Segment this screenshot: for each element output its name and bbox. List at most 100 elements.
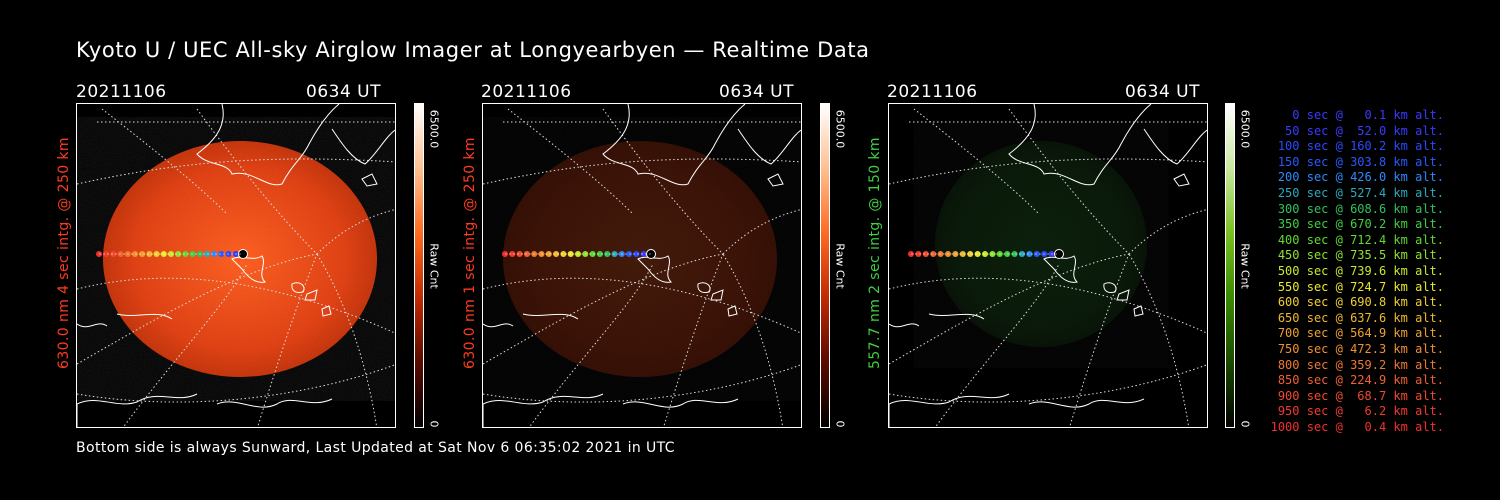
trajectory-point	[589, 251, 596, 257]
trajectory-point	[103, 251, 110, 257]
trajectory-legend: 0 sec @ 0.1 km alt. 50 sec @ 52.0 km alt.…	[1268, 108, 1444, 435]
panel-1-sky-image	[76, 103, 396, 428]
coastline	[928, 313, 985, 320]
graticule-line	[889, 364, 1207, 403]
graticule-line	[316, 253, 378, 427]
coastline	[767, 173, 784, 187]
trajectory-point	[1026, 251, 1033, 257]
trajectory-point	[959, 251, 966, 257]
legend-row: 300 sec @ 608.6 km alt.	[1277, 201, 1444, 216]
panel-2-cbar-max: 6500.0	[833, 109, 847, 149]
panel-3-date: 20211106	[887, 82, 978, 102]
trajectory-point	[974, 251, 981, 257]
panel-1-cbar-min: 0	[427, 420, 441, 428]
graticule-line	[889, 277, 1207, 334]
trajectory-point	[182, 251, 189, 257]
footer-status: Bottom side is always Sunward, Last Upda…	[76, 440, 675, 456]
trajectory-point	[967, 251, 974, 257]
graticule-line	[528, 263, 654, 427]
graticule-line	[316, 209, 395, 255]
legend-row: 100 sec @ 160.2 km alt.	[1277, 139, 1444, 154]
graticule-line	[889, 158, 1207, 185]
coastline	[602, 104, 746, 186]
coastline	[77, 323, 108, 328]
panel-2-colorbar	[820, 103, 830, 428]
trajectory-point	[560, 251, 567, 257]
graticule-line	[483, 364, 801, 403]
trajectory-point	[1011, 251, 1018, 257]
coastline	[889, 393, 1010, 405]
coastline	[331, 128, 395, 165]
legend-row: 500 sec @ 739.6 km alt.	[1277, 263, 1444, 278]
trajectory-point	[922, 251, 929, 257]
trajectory-point	[596, 251, 603, 257]
coastline	[216, 398, 333, 408]
trajectory-point	[110, 251, 117, 257]
graticule-line	[1128, 209, 1207, 255]
graticule-line	[483, 253, 724, 365]
coastline	[622, 398, 739, 408]
panel-3-time: 0634 UT	[1125, 82, 1200, 102]
trajectory-point	[211, 251, 218, 257]
graticule-line	[483, 277, 801, 334]
coastline	[697, 282, 711, 293]
panel-3-cbar-max: 6500.0	[1238, 109, 1252, 149]
panel-1-ylabel: 630.0 nm 4 sec intg. @ 250 km	[56, 137, 72, 369]
panel-3-sky-image	[888, 103, 1208, 428]
coastline	[710, 289, 724, 301]
airglow-noise	[935, 141, 1147, 347]
graticule-line	[913, 108, 1040, 215]
graticule-line	[483, 158, 801, 185]
graticule-line	[101, 108, 228, 215]
panel-3-ylabel: 557.7 nm 2 sec intg. @ 150 km	[867, 137, 883, 369]
panel-2-cbar-unit: Raw Cnt	[833, 243, 847, 289]
coastline	[1116, 289, 1130, 301]
legend-row: 200 sec @ 426.0 km alt.	[1277, 170, 1444, 185]
legend-row: 900 sec @ 68.7 km alt.	[1277, 388, 1444, 403]
trajectory-point	[604, 251, 611, 257]
coastline	[1103, 282, 1117, 293]
panel-2-time: 0634 UT	[719, 82, 794, 102]
graticule-line	[122, 263, 248, 427]
trajectory-point	[146, 251, 153, 257]
panel-2-ylabel: 630.0 nm 1 sec intg. @ 250 km	[462, 137, 478, 369]
legend-row: 450 sec @ 735.5 km alt.	[1277, 248, 1444, 263]
page-title: Kyoto U / UEC All-sky Airglow Imager at …	[76, 38, 870, 62]
graticule-line	[77, 158, 395, 185]
graticule-line	[77, 277, 395, 334]
legend-row: 650 sec @ 637.6 km alt.	[1277, 310, 1444, 325]
legend-row: 1000 sec @ 0.4 km alt.	[1270, 419, 1444, 434]
trajectory-point	[553, 251, 560, 257]
legend-row: 400 sec @ 712.4 km alt.	[1277, 232, 1444, 247]
trajectory-point	[640, 251, 647, 257]
panel-1-time: 0634 UT	[306, 82, 381, 102]
coastline	[231, 255, 267, 283]
coastline	[304, 289, 318, 301]
airglow-noise	[503, 141, 777, 377]
trajectory-point	[915, 251, 922, 257]
coastline	[291, 282, 305, 293]
legend-row: 700 sec @ 564.9 km alt.	[1277, 326, 1444, 341]
trajectory-point	[1054, 249, 1064, 259]
coastline	[483, 323, 514, 328]
coastline	[727, 305, 738, 317]
trajectory-point	[139, 251, 146, 257]
legend-row: 350 sec @ 670.2 km alt.	[1277, 217, 1444, 232]
coastline	[737, 128, 801, 165]
graticule-line	[889, 253, 1130, 365]
legend-row: 50 sec @ 52.0 km alt.	[1285, 123, 1444, 138]
legend-row: 800 sec @ 359.2 km alt.	[1277, 357, 1444, 372]
coastline	[1028, 398, 1145, 408]
graticule-line	[507, 108, 634, 215]
trajectory-point	[930, 251, 937, 257]
legend-row: 150 sec @ 303.8 km alt.	[1277, 154, 1444, 169]
panel-2-sky-image	[482, 103, 802, 428]
graticule-line	[77, 364, 395, 403]
legend-row: 850 sec @ 224.9 km alt.	[1277, 373, 1444, 388]
trajectory-point	[633, 251, 640, 257]
panel-2-date: 20211106	[481, 82, 572, 102]
panel-1-cbar-unit: Raw Cnt	[427, 243, 441, 289]
panel-1-date: 20211106	[76, 82, 167, 102]
legend-row: 550 sec @ 724.7 km alt.	[1277, 279, 1444, 294]
coastline	[77, 393, 198, 405]
